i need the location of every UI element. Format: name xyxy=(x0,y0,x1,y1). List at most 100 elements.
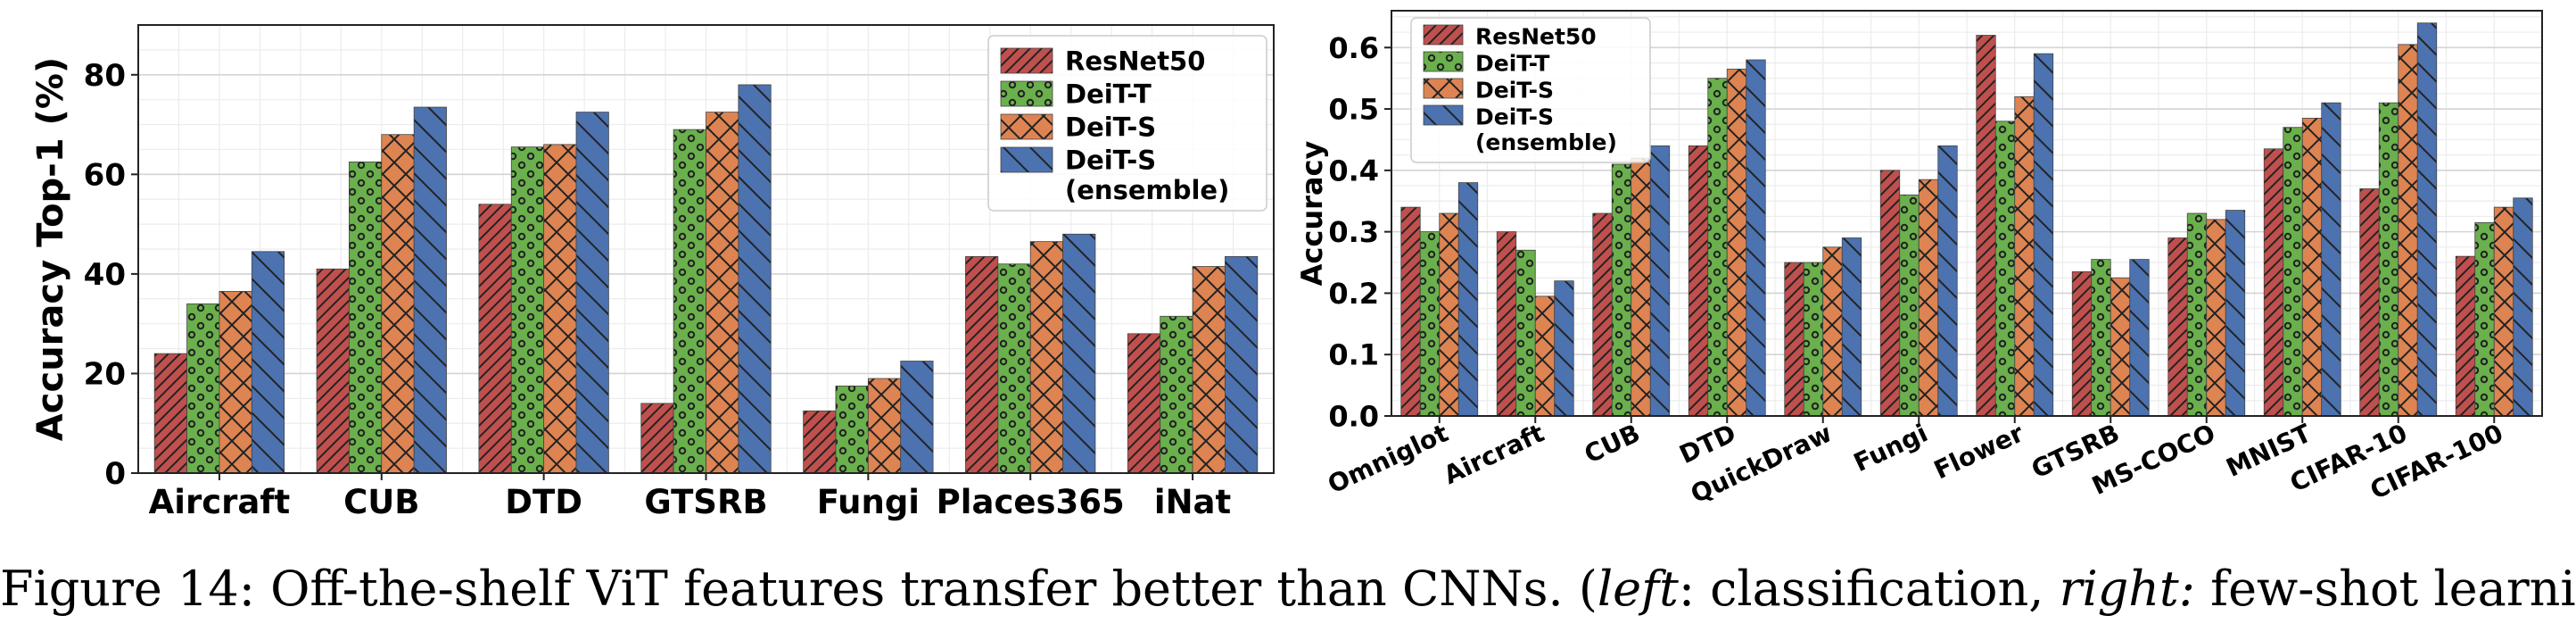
legend-label-2: DeiT-S xyxy=(1065,112,1156,143)
bar-deit-s-gtsrb xyxy=(2110,277,2131,417)
y-axis-title: Accuracy xyxy=(1295,141,1329,287)
bar-deit-s-fungi xyxy=(1918,179,1939,417)
bar-deit-s-gtsrb xyxy=(738,84,772,474)
figure: 0 20 40 60 80 Aircraft CUB DTD GTSRB Fungi Places3… xyxy=(30,10,2543,521)
bar-deit-s-gtsrb xyxy=(706,112,739,474)
bar-deit-s-ms-coco xyxy=(2225,210,2246,417)
bar-resnet50-aircraft xyxy=(1496,231,1517,417)
bar-deit-s-inat xyxy=(1225,255,1259,474)
x-tick-label: Aircraft xyxy=(1440,418,1549,490)
figure-caption: Figure 14: Off-the-shelf ViT features tr… xyxy=(0,561,2576,617)
y-tick-label: 0.5 xyxy=(1328,93,1379,127)
bar-deit-s-aircraft xyxy=(219,291,252,474)
bar-deit-t-gtsrb xyxy=(673,129,706,474)
bar-deit-t-dtd xyxy=(1707,78,1728,417)
y-tick-label: 60 xyxy=(84,158,126,194)
bar-deit-s-cifar-100 xyxy=(2513,197,2533,417)
bar-deit-t-fungi xyxy=(1899,194,1920,417)
bar-deit-s-quickdraw xyxy=(1841,237,1862,417)
bar-deit-s-aircraft xyxy=(251,251,285,474)
legend-label-3: DeiT-S xyxy=(1065,146,1156,176)
bar-resnet50-quickdraw xyxy=(1784,262,1804,417)
bar-deit-s-gtsrb xyxy=(2129,259,2150,417)
bar-deit-s-aircraft xyxy=(1534,295,1556,417)
bar-deit-s-places365 xyxy=(1029,241,1063,474)
bar-resnet50-aircraft xyxy=(153,353,187,474)
bar-deit-s-aircraft xyxy=(1554,280,1574,417)
bar-deit-t-mnist xyxy=(2283,127,2303,417)
legend-swatch-0 xyxy=(1423,24,1464,46)
x-tick-label: GTSRB xyxy=(644,483,767,521)
bar-deit-t-cub xyxy=(349,161,383,474)
bar-resnet50-places365 xyxy=(965,255,999,474)
bar-deit-t-quickdraw xyxy=(1803,262,1824,417)
bars xyxy=(1400,22,2533,417)
bar-deit-s-mnist xyxy=(2301,117,2323,417)
bar-resnet50-cub xyxy=(1592,212,1613,417)
bar-resnet50-ms-coco xyxy=(2167,237,2188,417)
bar-deit-t-places365 xyxy=(997,263,1031,474)
bar-resnet50-omniglot xyxy=(1400,206,1421,417)
legend-box xyxy=(987,35,1267,212)
bar-deit-s-cifar-10 xyxy=(2416,22,2438,417)
y-tick-label: 0.1 xyxy=(1328,338,1379,372)
bar-deit-s-flower xyxy=(2033,53,2054,417)
legend-swatch-3 xyxy=(1423,104,1464,126)
bar-deit-t-aircraft xyxy=(186,303,220,474)
bar-resnet50-cifar-10 xyxy=(2359,188,2380,417)
bar-resnet50-cub xyxy=(316,268,350,474)
legend-swatch-2 xyxy=(1000,113,1053,140)
legend-box xyxy=(1410,17,1651,163)
x-tick-label: Flower xyxy=(1929,418,2028,485)
bar-deit-s-dtd xyxy=(543,144,577,474)
bar-deit-t-dtd xyxy=(510,146,545,474)
bar-deit-t-cifar-10 xyxy=(2378,102,2399,417)
bar-deit-t-omniglot xyxy=(1419,231,1441,417)
bar-deit-s-dtd xyxy=(1746,59,1766,417)
bar-deit-s-fungi xyxy=(1937,145,1958,417)
bar-deit-s-quickdraw xyxy=(1822,246,1843,417)
bar-deit-s-flower xyxy=(2014,96,2035,417)
bar-resnet50-cifar-100 xyxy=(2455,255,2476,417)
bar-deit-s-cifar-100 xyxy=(2493,206,2514,417)
y-tick-label: 0 xyxy=(104,456,126,492)
bar-deit-s-inat xyxy=(1192,266,1226,474)
y-tick-label: 0.0 xyxy=(1328,400,1379,434)
bar-deit-s-omniglot xyxy=(1457,182,1479,417)
legend-swatch-3 xyxy=(1000,146,1053,173)
bar-deit-t-inat xyxy=(1160,315,1193,474)
legend-label-3: (ensemble) xyxy=(1475,129,1617,155)
legend-label-3: DeiT-S xyxy=(1475,104,1554,129)
bar-deit-s-cub xyxy=(413,106,447,474)
y-tick-label: 0.6 xyxy=(1328,31,1379,65)
bar-resnet50-flower xyxy=(1976,35,1996,417)
bar-resnet50-gtsrb xyxy=(640,403,674,474)
legend-swatch-2 xyxy=(1423,78,1464,99)
bar-deit-s-fungi xyxy=(900,361,934,474)
x-tick-label: Fungi xyxy=(817,483,920,521)
y-tick-label: 80 xyxy=(84,58,126,94)
bar-deit-t-gtsrb xyxy=(2091,259,2111,417)
caption-middle: : classification, xyxy=(1678,561,2060,617)
bar-resnet50-gtsrb xyxy=(2071,270,2093,417)
caption-suffix: few-shot learning) xyxy=(2210,561,2576,617)
bar-deit-s-cub xyxy=(1631,157,1651,417)
bar-deit-s-cifar-10 xyxy=(2398,44,2418,417)
bar-deit-t-cub xyxy=(1611,163,1632,417)
bar-deit-t-aircraft xyxy=(1515,249,1536,417)
bar-resnet50-inat xyxy=(1127,333,1161,474)
legend-label-1: DeiT-T xyxy=(1475,50,1549,76)
bar-deit-s-cub xyxy=(1649,145,1671,417)
bar-deit-s-omniglot xyxy=(1439,212,1459,417)
x-tick-label: iNat xyxy=(1154,483,1231,521)
y-tick-label: 0.4 xyxy=(1328,154,1379,187)
bar-resnet50-mnist xyxy=(2263,148,2284,417)
bar-deit-s-mnist xyxy=(2321,102,2341,417)
x-tick-label: CUB xyxy=(1580,418,1645,469)
legend-label-1: DeiT-T xyxy=(1065,79,1152,110)
bar-resnet50-fungi xyxy=(803,410,837,474)
bar-deit-s-fungi xyxy=(867,378,902,474)
